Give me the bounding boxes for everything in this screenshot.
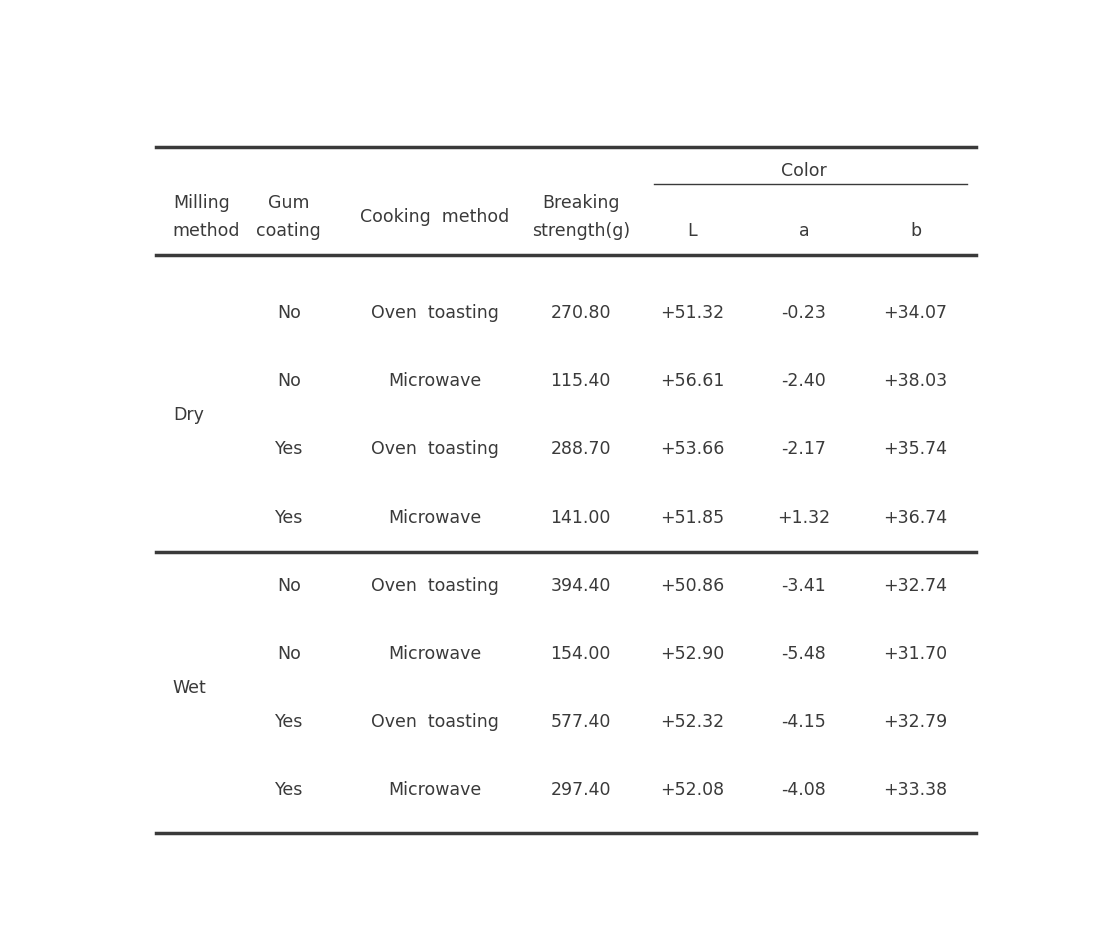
Text: Yes: Yes [275,782,302,800]
Text: b: b [910,223,921,241]
Text: No: No [277,372,300,390]
Text: +38.03: +38.03 [883,372,947,390]
Text: Yes: Yes [275,440,302,458]
Text: L: L [688,223,697,241]
Text: +36.74: +36.74 [883,509,947,527]
Text: +32.74: +32.74 [883,576,947,594]
Text: +32.79: +32.79 [883,713,947,731]
Text: 394.40: 394.40 [551,576,611,594]
Text: Cooking  method: Cooking method [360,207,510,225]
Text: 141.00: 141.00 [551,509,611,527]
Text: -2.40: -2.40 [781,372,827,390]
Text: Gum
coating: Gum coating [256,194,321,240]
Text: +52.08: +52.08 [660,782,725,800]
Text: 154.00: 154.00 [551,645,611,663]
Text: -5.48: -5.48 [781,645,827,663]
Text: Dry: Dry [173,406,204,424]
Text: +50.86: +50.86 [660,576,725,594]
Text: +52.90: +52.90 [660,645,725,663]
Text: Microwave: Microwave [388,372,481,390]
Text: -2.17: -2.17 [781,440,827,458]
Text: Oven  toasting: Oven toasting [371,576,499,594]
Text: Oven  toasting: Oven toasting [371,440,499,458]
Text: +1.32: +1.32 [778,509,831,527]
Text: 297.40: 297.40 [551,782,611,800]
Text: 577.40: 577.40 [551,713,611,731]
Text: +31.70: +31.70 [883,645,947,663]
Text: Breaking
strength(g): Breaking strength(g) [532,194,629,240]
Text: 270.80: 270.80 [551,304,611,322]
Text: Color: Color [781,163,827,181]
Text: Microwave: Microwave [388,782,481,800]
Text: -3.41: -3.41 [781,576,827,594]
Text: +53.66: +53.66 [660,440,725,458]
Text: 288.70: 288.70 [551,440,611,458]
Text: No: No [277,645,300,663]
Text: Milling
method: Milling method [173,194,240,240]
Text: Oven  toasting: Oven toasting [371,304,499,322]
Text: a: a [799,223,809,241]
Text: -4.15: -4.15 [781,713,827,731]
Text: Microwave: Microwave [388,509,481,527]
Text: +34.07: +34.07 [883,304,947,322]
Text: Wet: Wet [173,679,206,697]
Text: +35.74: +35.74 [883,440,947,458]
Text: 115.40: 115.40 [551,372,611,390]
Text: Yes: Yes [275,509,302,527]
Text: Yes: Yes [275,713,302,731]
Text: +33.38: +33.38 [883,782,947,800]
Text: +51.32: +51.32 [660,304,725,322]
Text: +51.85: +51.85 [660,509,725,527]
Text: No: No [277,576,300,594]
Text: No: No [277,304,300,322]
Text: Microwave: Microwave [388,645,481,663]
Text: +56.61: +56.61 [660,372,725,390]
Text: -0.23: -0.23 [781,304,827,322]
Text: Oven  toasting: Oven toasting [371,713,499,731]
Text: -4.08: -4.08 [781,782,827,800]
Text: +52.32: +52.32 [660,713,725,731]
